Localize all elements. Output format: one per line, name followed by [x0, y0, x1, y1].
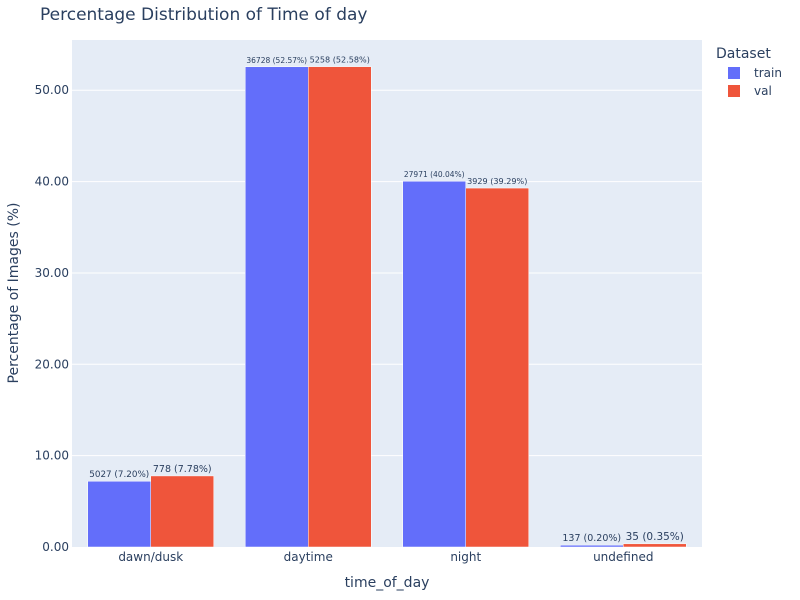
bar-label-val: 35 (0.35%): [626, 531, 684, 543]
y-axis-title: Percentage of Images (%): [6, 203, 22, 384]
legend-title: Dataset: [716, 46, 771, 62]
legend-item-val: val: [728, 84, 772, 98]
y-tick-label: 10.00: [35, 449, 69, 463]
legend-item-train: train: [728, 66, 782, 80]
legend-swatch-train: [728, 67, 740, 79]
y-tick-label: 0.00: [42, 540, 69, 554]
x-tick-label: night: [450, 550, 481, 564]
bar-val: [623, 543, 687, 548]
x-tick-label: undefined: [593, 550, 653, 564]
legend-items: train val: [728, 66, 782, 98]
bar-label-val: 5258 (52.58%): [310, 55, 370, 65]
gridlines: [72, 89, 702, 457]
legend-swatch-val: [728, 85, 740, 97]
legend-label-val: val: [754, 84, 772, 98]
bar-train: [560, 544, 624, 548]
x-tick-label: dawn/dusk: [118, 550, 183, 564]
chart-title: Percentage Distribution of Time of day: [40, 5, 367, 25]
y-tick-label: 40.00: [35, 175, 69, 189]
y-tick-label: 30.00: [35, 266, 69, 280]
bar-val: [308, 66, 372, 548]
bar-train: [245, 66, 309, 548]
bar-val: [150, 475, 214, 548]
x-axis-ticks: dawn/dusk daytime night undefined: [118, 550, 653, 564]
bar-label-train: 27971 (40.04%): [404, 170, 465, 179]
bar-label-train: 36728 (52.57%): [246, 56, 307, 65]
bar-train: [87, 480, 151, 548]
legend-label-train: train: [754, 66, 782, 80]
bar-train: [402, 180, 466, 548]
bar-label-val: 778 (7.78%): [153, 464, 212, 475]
x-axis-title: time_of_day: [345, 575, 430, 591]
y-tick-label: 50.00: [35, 83, 69, 97]
bar-label-train: 5027 (7.20%): [89, 470, 149, 480]
x-tick-label: daytime: [284, 550, 333, 564]
y-tick-label: 20.00: [35, 357, 69, 371]
bar-val: [465, 187, 529, 548]
plot-area: [72, 40, 702, 547]
bar-label-val: 3929 (39.29%): [467, 176, 527, 186]
bar-labels: 5027 (7.20%) 778 (7.78%) 36728 (52.57%) 525…: [89, 55, 684, 544]
y-axis-ticks: 0.00 10.00 20.00 30.00 40.00 50.00: [35, 83, 69, 554]
legend: Dataset train val: [716, 46, 782, 98]
bar-label-train: 137 (0.20%): [562, 533, 621, 544]
bars: [87, 66, 687, 548]
